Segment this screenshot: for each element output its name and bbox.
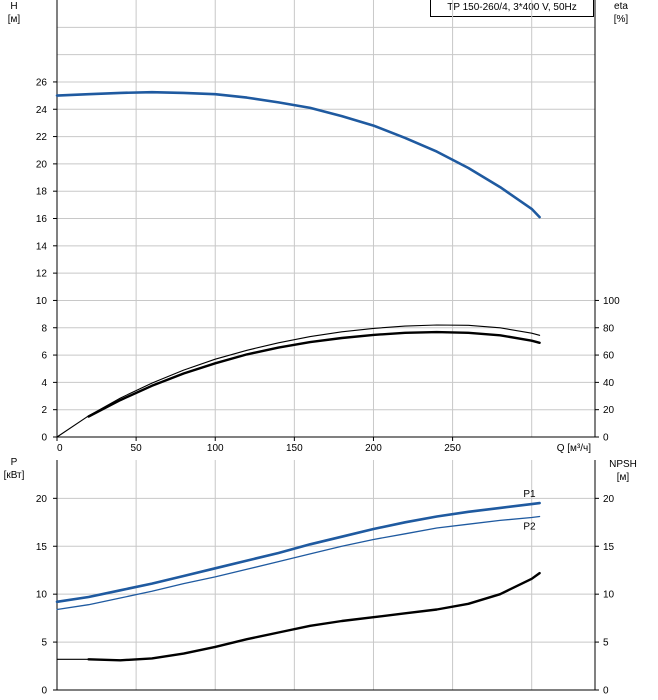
y-axis-title-left: H (10, 1, 17, 12)
tick-label-y-left: 22 (36, 132, 48, 143)
series-label-p2: P2 (523, 522, 536, 533)
tick-label-y-left: 2 (41, 405, 47, 416)
tick-label-y-left: 8 (41, 323, 47, 334)
tick-label-x: 250 (444, 443, 461, 454)
series-line-lower-4 (87, 571, 541, 662)
tick-label-y-left: 0 (41, 686, 47, 697)
y-axis-unit-left: [кВт] (4, 470, 25, 481)
tick-label-y-left: 18 (36, 187, 48, 198)
series-label-p1: P1 (523, 489, 536, 500)
series-line-lower-2 (56, 515, 541, 611)
pump-legend-box: TP 150-260/4, 3*400 V, 50Hz (430, 0, 594, 17)
tick-label-y-right: 5 (603, 638, 609, 649)
tick-label-y-right: 20 (603, 405, 615, 416)
tick-label-y-right: 20 (603, 494, 615, 505)
tick-label-y-left: 15 (36, 542, 48, 553)
tick-label-y-left: 10 (36, 590, 48, 601)
tick-label-y-right: 40 (603, 378, 615, 389)
tick-label-y-right: 15 (603, 542, 615, 553)
y-axis-title-right: NPSH (609, 459, 637, 470)
tick-label-y-left: 14 (36, 241, 48, 252)
tick-label-y-right: 80 (603, 323, 615, 334)
tick-label-y-right: 60 (603, 351, 615, 362)
tick-label-y-right: 0 (603, 686, 609, 697)
tick-label-y-left: 4 (41, 378, 47, 389)
tick-label-y-right: 10 (603, 590, 615, 601)
y-axis-unit-right: [%] (614, 14, 629, 25)
y-axis-title-right: eta (614, 1, 628, 12)
series-line-upper-3 (87, 330, 541, 418)
y-axis-unit-left: [м] (8, 14, 21, 25)
series-line-upper-2 (56, 324, 541, 438)
tick-label-y-right: 0 (603, 433, 609, 444)
y-axis-title-left: P (11, 457, 18, 468)
tick-label-x: 100 (207, 443, 224, 454)
tick-label-y-left: 26 (36, 77, 48, 88)
tick-label-y-left: 6 (41, 351, 47, 362)
x-axis-label: Q [м³/ч] (557, 443, 592, 454)
tick-label-y-left: 20 (36, 494, 48, 505)
y-axis-unit-right: [м] (617, 472, 630, 483)
tick-label-x: 200 (365, 443, 382, 454)
tick-label-y-left: 0 (41, 433, 47, 444)
tick-label-y-left: 24 (36, 105, 48, 116)
tick-label-y-right: 100 (603, 296, 620, 307)
tick-label-y-left: 10 (36, 296, 48, 307)
tick-label-y-left: 5 (41, 638, 47, 649)
tick-label-x: 0 (57, 443, 63, 454)
series-line-upper-1 (55, 90, 541, 219)
tick-label-x: 50 (131, 443, 143, 454)
tick-label-x: 150 (286, 443, 303, 454)
series-line-lower-1 (55, 501, 541, 604)
tick-label-y-left: 12 (36, 269, 48, 280)
tick-label-y-left: 16 (36, 214, 48, 225)
tick-label-y-left: 20 (36, 159, 48, 170)
pump-legend-text: TP 150-260/4, 3*400 V, 50Hz (447, 2, 577, 13)
